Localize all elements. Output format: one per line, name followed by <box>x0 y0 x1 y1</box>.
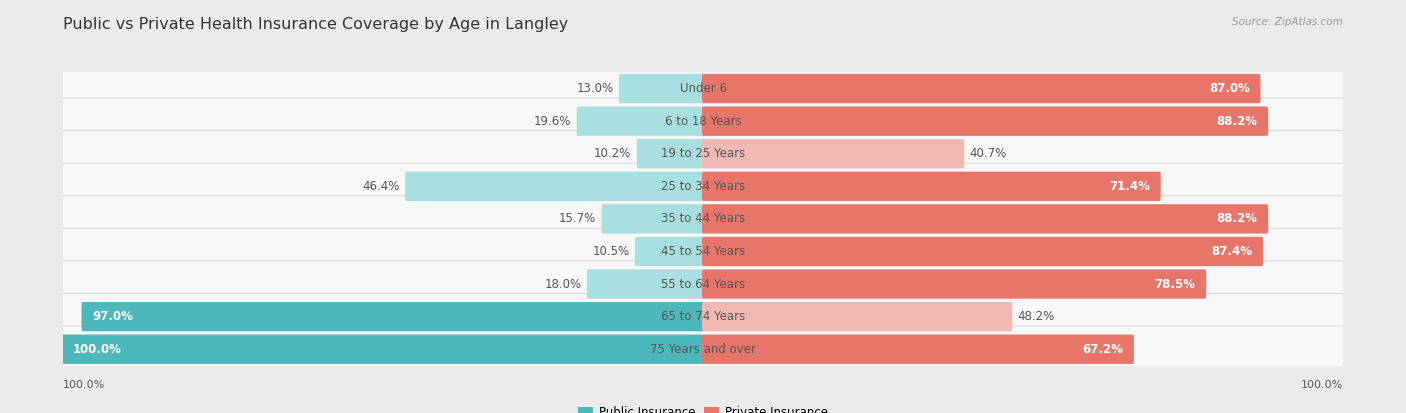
Text: 55 to 64 Years: 55 to 64 Years <box>661 278 745 291</box>
Text: 48.2%: 48.2% <box>1018 310 1054 323</box>
FancyBboxPatch shape <box>82 302 704 331</box>
FancyBboxPatch shape <box>702 302 1012 331</box>
Text: 100.0%: 100.0% <box>73 343 122 356</box>
Text: 35 to 44 Years: 35 to 44 Years <box>661 212 745 225</box>
FancyBboxPatch shape <box>702 172 1161 201</box>
FancyBboxPatch shape <box>58 65 1348 112</box>
Text: 19 to 25 Years: 19 to 25 Years <box>661 147 745 160</box>
Text: 19.6%: 19.6% <box>534 115 571 128</box>
FancyBboxPatch shape <box>58 326 1348 373</box>
FancyBboxPatch shape <box>58 294 1348 340</box>
Text: Under 6: Under 6 <box>679 82 727 95</box>
Text: 97.0%: 97.0% <box>91 310 134 323</box>
Text: 10.2%: 10.2% <box>595 147 631 160</box>
Text: 88.2%: 88.2% <box>1216 115 1257 128</box>
FancyBboxPatch shape <box>619 74 704 103</box>
FancyBboxPatch shape <box>58 196 1348 242</box>
Text: 10.5%: 10.5% <box>592 245 630 258</box>
FancyBboxPatch shape <box>636 237 704 266</box>
Text: 100.0%: 100.0% <box>63 380 105 390</box>
FancyBboxPatch shape <box>702 335 1133 364</box>
FancyBboxPatch shape <box>58 98 1348 144</box>
Text: 67.2%: 67.2% <box>1083 343 1123 356</box>
FancyBboxPatch shape <box>702 269 1206 299</box>
Text: 46.4%: 46.4% <box>363 180 399 193</box>
Text: 100.0%: 100.0% <box>1301 380 1343 390</box>
Text: 13.0%: 13.0% <box>576 82 613 95</box>
Text: Source: ZipAtlas.com: Source: ZipAtlas.com <box>1232 17 1343 26</box>
FancyBboxPatch shape <box>702 74 1261 103</box>
FancyBboxPatch shape <box>637 139 704 169</box>
Text: 87.4%: 87.4% <box>1212 245 1253 258</box>
Text: 71.4%: 71.4% <box>1109 180 1150 193</box>
FancyBboxPatch shape <box>58 261 1348 307</box>
Legend: Public Insurance, Private Insurance: Public Insurance, Private Insurance <box>574 402 832 413</box>
Text: 65 to 74 Years: 65 to 74 Years <box>661 310 745 323</box>
Text: 88.2%: 88.2% <box>1216 212 1257 225</box>
FancyBboxPatch shape <box>62 335 704 364</box>
Text: 78.5%: 78.5% <box>1154 278 1195 291</box>
FancyBboxPatch shape <box>58 228 1348 275</box>
FancyBboxPatch shape <box>602 204 704 234</box>
Text: Public vs Private Health Insurance Coverage by Age in Langley: Public vs Private Health Insurance Cover… <box>63 17 568 31</box>
FancyBboxPatch shape <box>702 237 1263 266</box>
FancyBboxPatch shape <box>702 107 1268 136</box>
Text: 15.7%: 15.7% <box>560 212 596 225</box>
FancyBboxPatch shape <box>586 269 704 299</box>
FancyBboxPatch shape <box>702 204 1268 234</box>
Text: 45 to 54 Years: 45 to 54 Years <box>661 245 745 258</box>
FancyBboxPatch shape <box>58 131 1348 177</box>
FancyBboxPatch shape <box>576 107 704 136</box>
Text: 6 to 18 Years: 6 to 18 Years <box>665 115 741 128</box>
FancyBboxPatch shape <box>702 139 965 169</box>
Text: 87.0%: 87.0% <box>1209 82 1250 95</box>
Text: 40.7%: 40.7% <box>970 147 1007 160</box>
Text: 75 Years and over: 75 Years and over <box>650 343 756 356</box>
FancyBboxPatch shape <box>58 163 1348 209</box>
Text: 25 to 34 Years: 25 to 34 Years <box>661 180 745 193</box>
Text: 18.0%: 18.0% <box>544 278 582 291</box>
FancyBboxPatch shape <box>405 172 704 201</box>
